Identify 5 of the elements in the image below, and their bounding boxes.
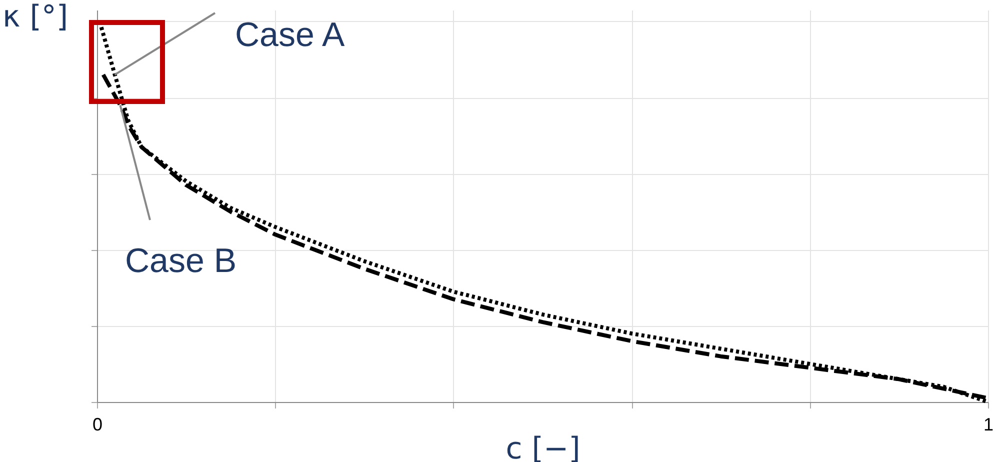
x-tick-label: 1 [983,414,994,434]
annotation: Case A [235,16,345,54]
x-tick-label: 0 [92,414,103,434]
y-axis-title: κ [°] [2,0,68,34]
annotation: Case B [125,242,236,280]
